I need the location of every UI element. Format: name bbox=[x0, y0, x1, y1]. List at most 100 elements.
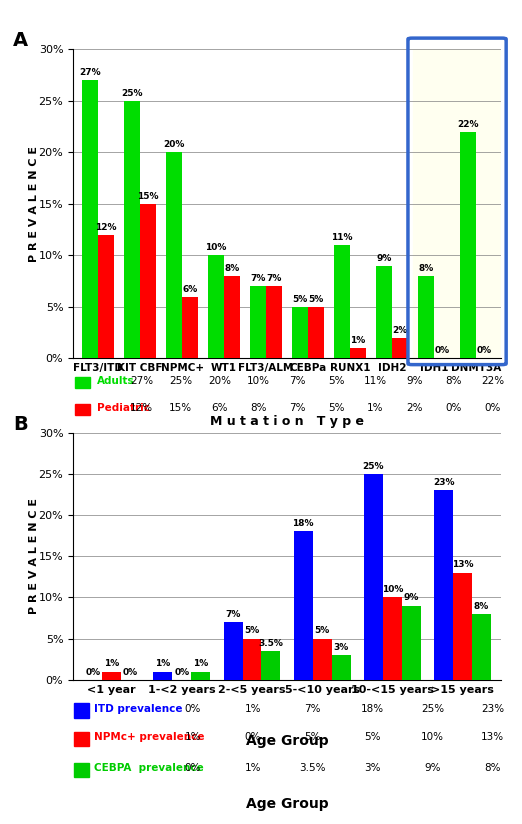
Text: 7%: 7% bbox=[251, 274, 266, 283]
Bar bbox=[102, 672, 121, 680]
Text: 11%: 11% bbox=[331, 233, 353, 242]
Text: 1%: 1% bbox=[193, 659, 208, 668]
Text: 9%: 9% bbox=[406, 376, 423, 386]
Text: 23%: 23% bbox=[433, 478, 454, 487]
Text: 0%: 0% bbox=[85, 667, 100, 677]
Text: 25%: 25% bbox=[169, 376, 192, 386]
Bar bbox=[313, 639, 331, 680]
Text: A: A bbox=[13, 31, 28, 50]
Text: 10%: 10% bbox=[382, 585, 403, 594]
Text: ITD prevalence: ITD prevalence bbox=[94, 704, 183, 714]
Text: 1%: 1% bbox=[104, 659, 120, 668]
Text: 8%: 8% bbox=[418, 264, 434, 273]
Text: 3%: 3% bbox=[364, 763, 381, 773]
Text: 8%: 8% bbox=[445, 376, 462, 386]
Text: 22%: 22% bbox=[481, 376, 504, 386]
Text: 12%: 12% bbox=[96, 222, 117, 232]
Text: 8%: 8% bbox=[484, 763, 501, 773]
Text: 12%: 12% bbox=[130, 403, 153, 413]
Text: NPMc+ prevalence: NPMc+ prevalence bbox=[94, 732, 205, 742]
Text: 7%: 7% bbox=[304, 704, 321, 714]
Bar bbox=[75, 377, 90, 388]
Text: 1%: 1% bbox=[350, 336, 365, 345]
Text: 20%: 20% bbox=[208, 376, 231, 386]
Bar bbox=[224, 276, 240, 358]
Text: 10%: 10% bbox=[247, 376, 270, 386]
Y-axis label: P R E V A L E N C E: P R E V A L E N C E bbox=[29, 146, 40, 262]
Text: CEBPA  prevalence: CEBPA prevalence bbox=[94, 763, 204, 773]
Text: 13%: 13% bbox=[452, 560, 473, 569]
Text: 3.5%: 3.5% bbox=[258, 639, 283, 648]
Bar bbox=[350, 349, 366, 358]
Bar bbox=[392, 338, 408, 358]
Bar bbox=[124, 101, 140, 358]
Text: 7%: 7% bbox=[266, 274, 282, 283]
Text: 15%: 15% bbox=[137, 192, 159, 201]
Text: 5%: 5% bbox=[364, 732, 381, 742]
Text: 6%: 6% bbox=[211, 403, 228, 413]
Text: 1%: 1% bbox=[155, 659, 171, 668]
Bar bbox=[74, 704, 89, 718]
Bar bbox=[74, 732, 89, 746]
Text: 5%: 5% bbox=[309, 295, 324, 304]
Text: 0%: 0% bbox=[434, 346, 449, 355]
Bar bbox=[266, 287, 282, 358]
Text: 9%: 9% bbox=[424, 763, 441, 773]
Text: 27%: 27% bbox=[130, 376, 153, 386]
Bar bbox=[262, 651, 280, 680]
Text: Age Group: Age Group bbox=[246, 797, 328, 811]
Bar bbox=[166, 152, 182, 358]
Text: 18%: 18% bbox=[361, 704, 384, 714]
Bar bbox=[383, 597, 402, 680]
Text: 2%: 2% bbox=[393, 325, 408, 335]
Text: 3.5%: 3.5% bbox=[300, 763, 326, 773]
Bar bbox=[472, 614, 491, 680]
Text: 20%: 20% bbox=[163, 140, 185, 149]
Text: 3%: 3% bbox=[334, 643, 349, 652]
Text: 22%: 22% bbox=[457, 119, 479, 129]
Text: 0%: 0% bbox=[445, 403, 462, 413]
Text: 25%: 25% bbox=[421, 704, 444, 714]
Text: 7%: 7% bbox=[289, 403, 306, 413]
Bar bbox=[331, 655, 351, 680]
Bar bbox=[223, 622, 243, 680]
Text: 25%: 25% bbox=[122, 89, 143, 98]
Bar bbox=[308, 307, 324, 358]
Bar bbox=[413, 49, 501, 358]
Text: 7%: 7% bbox=[289, 376, 306, 386]
Bar bbox=[292, 307, 308, 358]
Text: 10%: 10% bbox=[421, 732, 444, 742]
Text: 1%: 1% bbox=[245, 704, 261, 714]
Bar bbox=[140, 204, 156, 358]
Bar bbox=[153, 672, 172, 680]
Text: 5%: 5% bbox=[244, 626, 259, 635]
Bar bbox=[402, 606, 421, 680]
X-axis label: M u t a t i o n   T y p e: M u t a t i o n T y p e bbox=[210, 415, 364, 428]
Text: 0%: 0% bbox=[245, 732, 261, 742]
Bar bbox=[250, 287, 266, 358]
Text: 0%: 0% bbox=[477, 346, 492, 355]
Text: 1%: 1% bbox=[245, 763, 261, 773]
Text: 2%: 2% bbox=[406, 403, 423, 413]
Text: 0%: 0% bbox=[174, 667, 189, 677]
Text: 5%: 5% bbox=[328, 403, 345, 413]
Bar bbox=[376, 266, 392, 358]
Text: 1%: 1% bbox=[367, 403, 384, 413]
Text: 10%: 10% bbox=[206, 243, 227, 252]
Text: 8%: 8% bbox=[224, 264, 240, 273]
Text: 8%: 8% bbox=[251, 403, 267, 413]
Bar bbox=[182, 297, 198, 358]
Text: 13%: 13% bbox=[481, 732, 504, 742]
Bar bbox=[364, 474, 383, 680]
Text: 6%: 6% bbox=[183, 284, 198, 293]
Bar bbox=[75, 404, 90, 415]
Bar bbox=[243, 639, 262, 680]
Bar bbox=[192, 672, 210, 680]
Text: 0%: 0% bbox=[185, 704, 201, 714]
Text: 18%: 18% bbox=[292, 519, 314, 528]
Text: 9%: 9% bbox=[404, 593, 419, 602]
Bar bbox=[74, 763, 89, 777]
Text: 5%: 5% bbox=[292, 295, 308, 304]
Text: 5%: 5% bbox=[328, 376, 345, 386]
Text: 9%: 9% bbox=[376, 254, 392, 263]
